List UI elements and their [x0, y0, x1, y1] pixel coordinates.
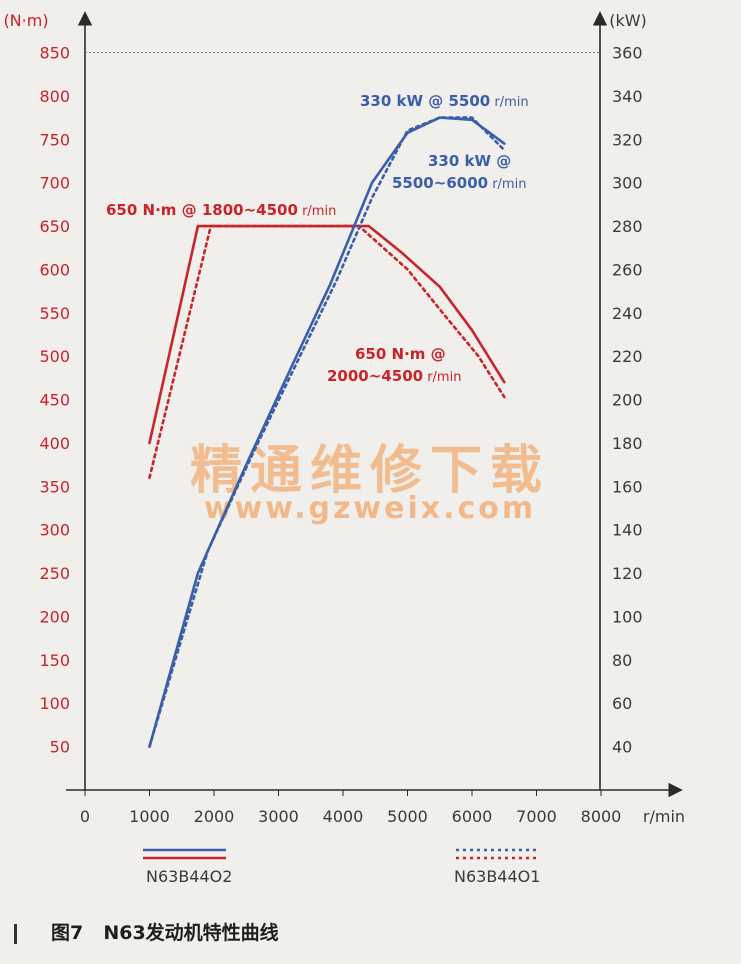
annotation-power-o2: 330 kW @ 5500 r/min: [360, 92, 529, 110]
annotation-power-o1-line1: 330 kW @: [428, 152, 511, 170]
x-tick-label: 5000: [387, 807, 428, 826]
y-left-tick-label: 400: [39, 434, 70, 453]
y-right-tick-label: 100: [612, 607, 643, 626]
y-right-tick-label: 160: [612, 477, 643, 496]
y-right-tick-label: 80: [612, 651, 632, 670]
watermark-url: www.gzweix.com: [204, 491, 536, 526]
x-tick-label: 7000: [516, 807, 557, 826]
x-tick-label: 0: [80, 807, 90, 826]
y-right-tick-label: 300: [612, 174, 643, 193]
x-tick-label: 6000: [452, 807, 493, 826]
y-left-unit: (N·m): [3, 11, 48, 30]
y-right-tick-label: 140: [612, 521, 643, 540]
legend-label: N63B44O2: [146, 867, 232, 886]
y-left-tick-label: 50: [50, 738, 70, 757]
y-left-tick-label: 850: [39, 44, 70, 63]
x-tick-label: 1000: [129, 807, 170, 826]
y-left-tick-label: 300: [39, 521, 70, 540]
y-right-tick-label: 180: [612, 434, 643, 453]
annotation-power-o1-line2: 5500~6000 r/min: [392, 174, 526, 192]
x-tick-label: 4000: [323, 807, 364, 826]
y-right-tick-label: 120: [612, 564, 643, 583]
y-left-tick-label: 650: [39, 217, 70, 236]
y-left-tick-label: 800: [39, 87, 70, 106]
axes: 5010015020025030035040045050055060065070…: [3, 11, 685, 826]
y-left-tick-label: 750: [39, 130, 70, 149]
annotation-torque-o2: 650 N·m @ 1800~4500 r/min: [106, 201, 336, 219]
y-right-tick-label: 360: [612, 44, 643, 63]
y-left-tick-label: 600: [39, 260, 70, 279]
caption-bar: [14, 924, 17, 944]
y-right-tick-label: 40: [612, 738, 632, 757]
caption-figure-number: 图7: [51, 922, 83, 944]
y-right-tick-label: 240: [612, 304, 643, 323]
y-right-tick-label: 260: [612, 260, 643, 279]
y-left-tick-label: 200: [39, 607, 70, 626]
annotation-torque-o1-line1: 650 N·m @: [355, 345, 446, 363]
caption-title: N63发动机特性曲线: [103, 922, 278, 944]
y-right-tick-label: 60: [612, 694, 632, 713]
y-right-tick-label: 220: [612, 347, 643, 366]
x-tick-label: 2000: [194, 807, 235, 826]
y-left-tick-label: 150: [39, 651, 70, 670]
figure-caption: 图7 N63发动机特性曲线: [14, 918, 279, 945]
y-right-unit: (kW): [609, 11, 647, 30]
y-left-tick-label: 100: [39, 694, 70, 713]
x-tick-label: 3000: [258, 807, 299, 826]
y-left-tick-label: 350: [39, 477, 70, 496]
legend: N63B44O2 N63B44O1: [143, 850, 540, 886]
legend-label: N63B44O1: [454, 867, 540, 886]
y-right-tick-label: 280: [612, 217, 643, 236]
series-torque-n63b44o1-dotted: [150, 226, 505, 478]
y-left-tick-label: 700: [39, 174, 70, 193]
y-left-tick-label: 550: [39, 304, 70, 323]
annotations: 650 N·m @ 1800~4500 r/min 650 N·m @ 2000~4…: [106, 92, 529, 385]
y-left-tick-label: 500: [39, 347, 70, 366]
y-left-tick-label: 250: [39, 564, 70, 583]
y-left-tick-label: 450: [39, 391, 70, 410]
x-tick-label: 8000: [581, 807, 622, 826]
x-unit: r/min: [643, 807, 685, 826]
y-right-tick-label: 340: [612, 87, 643, 106]
y-right-tick-label: 320: [612, 130, 643, 149]
annotation-torque-o1-line2: 2000~4500 r/min: [327, 367, 461, 385]
y-right-tick-label: 200: [612, 391, 643, 410]
